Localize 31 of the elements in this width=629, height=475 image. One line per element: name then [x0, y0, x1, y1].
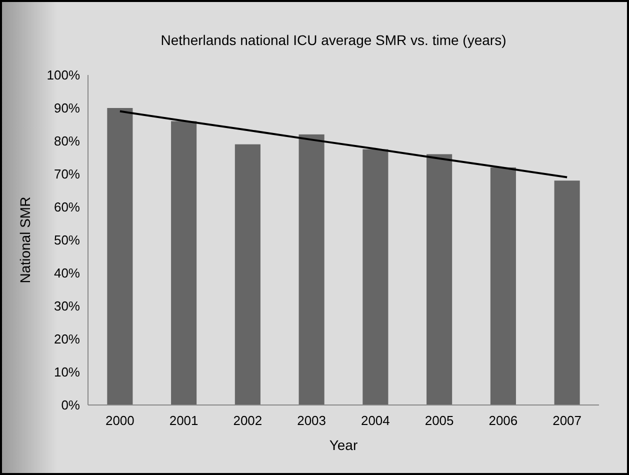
x-tick-label: 2004 — [360, 413, 390, 428]
y-tick-label: 60% — [54, 200, 80, 215]
bar — [554, 180, 580, 405]
line-series — [118, 110, 568, 178]
x-tick-label: 2006 — [488, 413, 518, 428]
x-tick-label: 2003 — [297, 413, 326, 428]
x-tick-label: 2001 — [169, 413, 198, 428]
x-axis-title: Year — [329, 437, 358, 453]
y-tick-label: 70% — [54, 166, 80, 182]
bar — [362, 149, 388, 405]
y-tick-label: 90% — [54, 100, 80, 116]
x-tick-label: 2002 — [233, 413, 262, 428]
x-tick-label: 2005 — [424, 413, 454, 428]
bar — [107, 108, 133, 405]
y-tick-label: 100% — [46, 68, 80, 83]
y-tick-label: 20% — [54, 332, 80, 347]
chart-title: Netherlands national ICU average SMR vs. time (years) — [160, 32, 506, 48]
y-tick-label: 50% — [54, 232, 80, 248]
x-tick-label: 2007 — [552, 413, 582, 428]
y-tick-label: 80% — [54, 134, 80, 149]
bar — [298, 134, 324, 405]
x-tick-label: 2000 — [105, 413, 134, 428]
y-tick-label: 0% — [61, 398, 80, 413]
y-tick-label: 30% — [54, 298, 80, 314]
y-axis-title: National SMR — [17, 196, 33, 284]
bar — [171, 121, 197, 405]
bar — [426, 154, 452, 405]
y-tick-label: 10% — [54, 364, 80, 380]
y-tick-label: 40% — [54, 266, 80, 281]
bar — [490, 167, 516, 405]
bar — [234, 144, 260, 405]
